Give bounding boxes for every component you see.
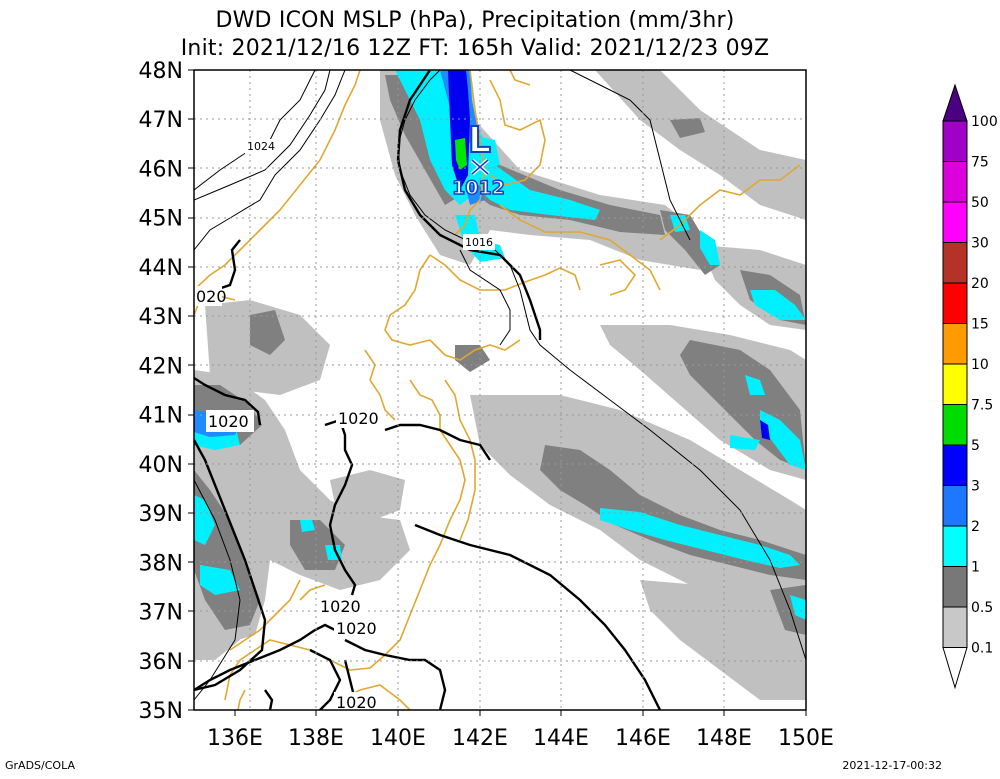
lon-label-148E: 148E <box>696 726 752 751</box>
colorbar-swatch-10 <box>942 525 968 567</box>
colorbar-swatch-2 <box>942 201 968 243</box>
lon-label-140E: 140E <box>370 726 426 751</box>
isobar-label-1024: 1024 <box>247 140 275 153</box>
chart-title: DWD ICON MSLP (hPa), Precipitation (mm/3… <box>215 8 735 33</box>
isobar-label-1020-w: 1020 <box>208 412 249 431</box>
lon-label-146E: 146E <box>615 726 671 751</box>
low-symbol: L <box>468 120 491 161</box>
axis-ticks <box>188 69 807 716</box>
isobar-label-1020-nw: 020 <box>196 287 227 306</box>
low-pressure-value: 1012 <box>452 177 505 199</box>
lon-label-142E: 142E <box>452 726 508 751</box>
lat-label-42N: 42N <box>139 354 183 379</box>
isobar-label-1020-c: 1020 <box>338 409 379 428</box>
footer-timestamp: 2021-12-17-00:32 <box>842 759 942 772</box>
lat-label-44N: 44N <box>139 256 183 281</box>
colorbar-label-10: 10 <box>971 357 989 373</box>
colorbar: 100 75 50 30 20 15 10 7.5 5 3 2 1 0.5 0.1 <box>942 83 998 690</box>
map-frame <box>193 69 807 711</box>
colorbar-swatch-3 <box>942 242 968 284</box>
colorbar-label-100: 100 <box>971 114 998 130</box>
lat-label-38N: 38N <box>139 551 183 576</box>
isobar-labels: 1024 1016 020 1020 1020 1020 1020 1020 <box>194 139 495 712</box>
colorbar-swatch-0 <box>942 120 968 162</box>
lat-label-41N: 41N <box>139 404 183 429</box>
colorbar-swatch-9 <box>942 485 968 527</box>
low-center-x-outline <box>471 159 489 175</box>
colorbar-label-50: 50 <box>971 195 989 211</box>
chart-subtitle: Init: 2021/12/16 12Z FT: 165h Valid: 202… <box>180 36 770 61</box>
colorbar-label-2: 2 <box>971 519 980 535</box>
isobar-label-1020-s2: 1020 <box>336 619 377 638</box>
colorbar-swatch-12 <box>942 606 968 648</box>
colorbar-label-1: 1 <box>971 560 980 576</box>
precip-layer-green <box>455 138 467 170</box>
colorbar-swatch-4 <box>942 282 968 324</box>
lat-label-46N: 46N <box>139 157 183 182</box>
lat-label-36N: 36N <box>139 650 183 675</box>
lat-label-37N: 37N <box>139 601 183 626</box>
isobar-label-1016: 1016 <box>465 236 493 249</box>
colorbar-label-0.1: 0.1 <box>971 641 993 657</box>
colorbar-swatch-7 <box>942 404 968 446</box>
colorbar-label-5: 5 <box>971 438 980 454</box>
colorbar-label-7.5: 7.5 <box>971 398 993 414</box>
lat-label-43N: 43N <box>139 305 183 330</box>
graticule <box>194 70 806 710</box>
lat-label-35N: 35N <box>139 699 183 724</box>
low-pressure-marker: L 1012 <box>451 119 505 200</box>
colorbar-swatch-1 <box>942 161 968 203</box>
lat-label-45N: 45N <box>139 207 183 232</box>
isobar-label-1020-s1: 1020 <box>320 597 361 616</box>
lat-label-40N: 40N <box>139 453 183 478</box>
latitude-labels: 48N 47N 46N 45N 44N 43N 42N 41N 40N 39N 38N 37N 36N 3… <box>139 59 183 724</box>
colorbar-label-30: 30 <box>971 236 989 252</box>
lon-label-144E: 144E <box>533 726 589 751</box>
colorbar-label-20: 20 <box>971 276 989 292</box>
lat-label-47N: 47N <box>139 108 183 133</box>
colorbar-top-arrow <box>942 83 968 122</box>
colorbar-bottom-arrow <box>942 647 968 690</box>
lon-label-150E: 150E <box>778 726 834 751</box>
precip-layer-cyan <box>194 70 806 620</box>
lon-label-138E: 138E <box>288 726 344 751</box>
lat-label-39N: 39N <box>139 502 183 527</box>
lon-label-136E: 136E <box>207 726 263 751</box>
isobar-label-1020-s3: 1020 <box>336 693 377 712</box>
colorbar-swatch-11 <box>942 566 968 608</box>
colorbar-label-3: 3 <box>971 479 980 495</box>
coastlines <box>194 70 801 710</box>
colorbar-swatch-5 <box>942 323 968 365</box>
colorbar-label-0.5: 0.5 <box>971 600 993 616</box>
footer-credit: GrADS/COLA <box>5 759 75 772</box>
colorbar-label-75: 75 <box>971 155 989 171</box>
colorbar-swatch-8 <box>942 444 968 486</box>
colorbar-swatch-6 <box>942 363 968 405</box>
longitude-labels: 136E 138E 140E 142E 144E 146E 148E 150E <box>207 726 834 751</box>
lat-label-48N: 48N <box>139 59 183 84</box>
colorbar-label-15: 15 <box>971 317 989 333</box>
